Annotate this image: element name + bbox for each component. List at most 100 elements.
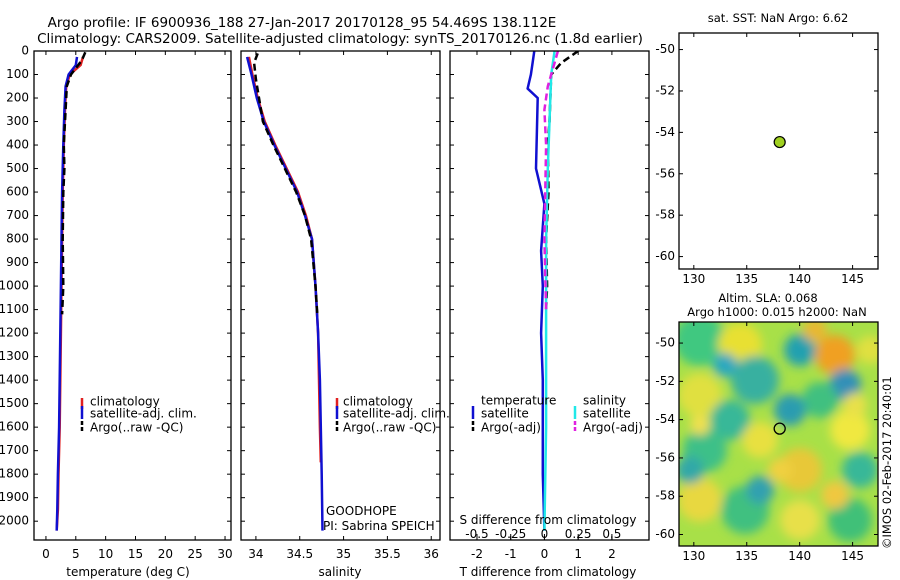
salinity-legend: climatology satellite-adj. clim. Argo(..…: [335, 395, 450, 435]
depth-tick-label: 1600: [0, 420, 29, 434]
sla-map-panel: Altim. SLA: 0.068 Argo h1000: 0.015 h200…: [655, 291, 879, 563]
sla-map-title-line2: Argo h1000: 0.015 h2000: NaN: [687, 305, 866, 319]
depth-tick-label: 1400: [0, 373, 29, 387]
sla-field-patch: [774, 394, 806, 426]
sla-heatmap: [679, 322, 878, 546]
x-tick-label: 5: [72, 547, 80, 561]
difference-panel: -2 -1 0 1 2 -0.5 -0.25 0 0.25 0.5 S difference f…: [449, 50, 650, 579]
map-y-tick-label: -54: [655, 125, 675, 139]
x-tick-label: -1: [505, 547, 517, 561]
sla-field-patch: [690, 415, 710, 435]
sst-map-axes: 130 135 140 145 -50 -52 -54 -56 -58 -60: [655, 33, 878, 286]
header-title: Argo profile: IF 6900936_188 27-Jan-2017…: [48, 15, 557, 31]
map-x-tick-label: 130: [682, 272, 705, 286]
x-tick-label: 20: [158, 547, 173, 561]
salinity-axes-frame: [240, 50, 441, 541]
profile-line: [60, 51, 87, 315]
difference-legend: temperature satellite Argo(-adj) salinit…: [471, 394, 643, 435]
sla-field-patch: [746, 476, 774, 504]
x-tick-label: 34: [248, 547, 263, 561]
sla-map-frame: [678, 321, 879, 547]
legend-temp-argo: Argo(-adj): [481, 421, 541, 435]
legend-sal-argo: Argo(-adj): [583, 421, 643, 435]
sla-field-patch: [679, 373, 722, 417]
temperature-x-axis: 0 5 10 15 20 25 30: [42, 51, 233, 561]
profile-line: [252, 52, 319, 315]
sla-field-patch: [679, 322, 726, 366]
depth-tick-label: 1200: [0, 326, 29, 340]
sla-field-patch: [768, 458, 792, 482]
depth-tick-label: 1700: [0, 443, 29, 457]
sla-field-patch: [843, 393, 867, 417]
map-y-tick-label: -58: [655, 489, 675, 503]
sst-map-panel: sat. SST: NaN Argo: 6.62 130 135 140 145 -50…: [655, 11, 879, 286]
legend-climatology: climatology: [343, 395, 413, 409]
salinity-diff-tick-label: -0.5: [465, 527, 488, 541]
sla-field-patch: [731, 356, 779, 404]
sla-field-patch: [784, 334, 816, 366]
map-x-tick-label: 135: [735, 272, 758, 286]
legend-satellite: satellite-adj. clim.: [90, 407, 197, 421]
profile-line: [543, 51, 556, 531]
depth-tick-label: 1500: [0, 396, 29, 410]
map-x-tick-label: 130: [682, 549, 705, 563]
legend-argo: Argo(..raw -QC): [90, 421, 183, 435]
principal-investigator: PI: Sabrina SPEICH: [323, 519, 435, 533]
map-y-tick-label: -56: [655, 450, 675, 464]
salinity-profile-lines: [245, 52, 324, 531]
depth-tick-label: 300: [6, 114, 29, 128]
sla-float-marker: [773, 422, 786, 435]
depth-tick-label: 1900: [0, 490, 29, 504]
depth-tick-label: 600: [6, 185, 29, 199]
salinity-x-axis: 34 34.5 35 35.5 36: [248, 51, 439, 561]
sla-map-title-line1: Altim. SLA: 0.068: [718, 291, 817, 305]
depth-axis: 0 100 200 300 400 500 600 700 800 900 1000 1100 1200…: [0, 44, 231, 528]
map-x-tick-label: 140: [788, 549, 811, 563]
depth-tick-label: 100: [6, 67, 29, 81]
x-tick-label: 35.5: [374, 547, 401, 561]
sla-field-patch: [778, 448, 822, 492]
x-tick-label: -2: [471, 547, 483, 561]
temperature-legend: climatology satellite-adj. clim. Argo(..…: [80, 395, 197, 435]
map-y-tick-label: -54: [655, 412, 675, 426]
x-tick-label: 10: [98, 547, 113, 561]
sla-field-patch: [815, 335, 855, 375]
sla-field-patch: [856, 336, 878, 364]
x-tick-label: 2: [608, 547, 616, 561]
sla-field-patch: [679, 478, 722, 522]
salinity-difference-label: S difference from climatology: [460, 513, 637, 527]
map-y-tick-label: -60: [655, 527, 675, 541]
temperature-xlabel: temperature (deg C): [66, 565, 189, 579]
depth-tick-label: 800: [6, 232, 29, 246]
map-x-tick-label: 135: [735, 549, 758, 563]
temperature-profile-lines: [55, 51, 87, 531]
map-y-tick-label: -56: [655, 166, 675, 180]
sla-field-patch: [780, 500, 820, 540]
x-tick-label: 36: [424, 547, 439, 561]
salinity-diff-tick-label: 0: [541, 527, 549, 541]
sla-field-patch: [842, 452, 878, 488]
profile-line: [245, 56, 324, 531]
salinity-xlabel: salinity: [318, 565, 361, 579]
map-x-tick-label: 145: [841, 272, 864, 286]
depth-tick-label: 1100: [0, 302, 29, 316]
salinity-difference-axis: -0.5 -0.25 0 0.25 0.5: [465, 527, 621, 541]
sst-float-marker: [773, 135, 786, 149]
depth-tick-label: 2000: [0, 514, 29, 528]
depth-tick-label: 1000: [0, 279, 29, 293]
legend-sal-satellite: satellite: [583, 407, 631, 421]
x-tick-label: 0: [541, 547, 549, 561]
depth-tick-label: 700: [6, 208, 29, 222]
sla-field-patch: [710, 400, 750, 440]
x-tick-label: 25: [188, 547, 203, 561]
salinity-diff-tick-label: 0.25: [565, 527, 592, 541]
depth-tick-label: 0: [21, 44, 29, 58]
x-tick-label: 0: [42, 547, 50, 561]
temperature-axes-frame: [33, 50, 232, 541]
depth-tick-label: 1300: [0, 349, 29, 363]
map-y-tick-label: -52: [655, 83, 675, 97]
sla-field-patch: [821, 481, 849, 509]
header-subtitle: Climatology: CARS2009. Satellite-adjuste…: [37, 31, 643, 47]
map-y-tick-label: -52: [655, 374, 675, 388]
